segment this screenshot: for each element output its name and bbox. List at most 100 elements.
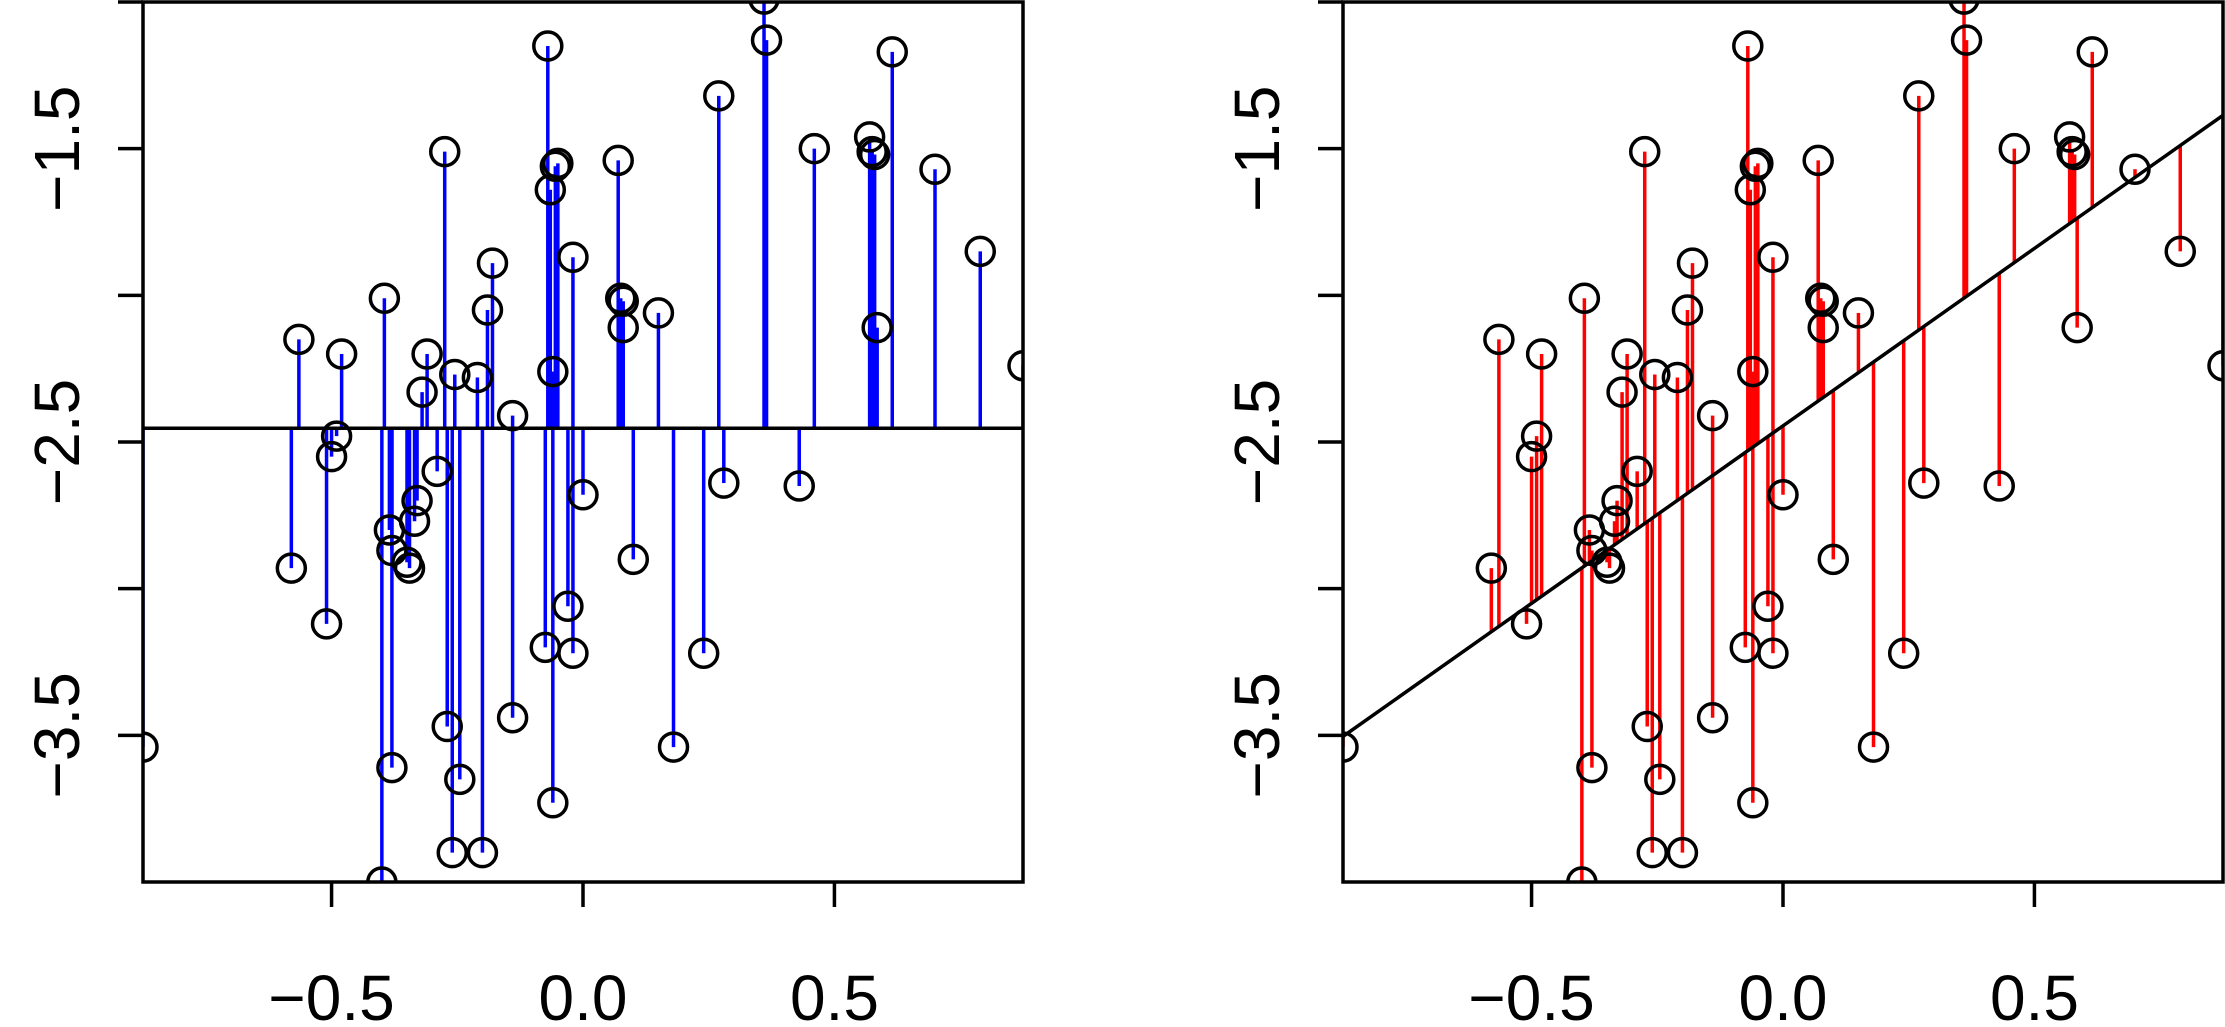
data-point	[1757, 637, 1789, 669]
data-point	[798, 132, 831, 165]
data-point	[1948, 2, 1980, 15]
data-point	[853, 121, 886, 153]
data-point	[2119, 153, 2151, 185]
data-point	[861, 311, 893, 344]
data-point	[428, 135, 461, 168]
data-point	[476, 247, 509, 279]
data-point	[539, 150, 572, 183]
data-point	[1593, 552, 1626, 584]
y-tick-label: −2.5	[1221, 379, 1293, 505]
data-point	[919, 153, 951, 185]
data-point	[1606, 376, 1638, 408]
data-point	[436, 836, 469, 869]
data-point	[657, 731, 690, 763]
data-point	[310, 608, 343, 640]
x-tick-label: 0.5	[1990, 962, 2079, 1027]
data-point	[2058, 138, 2091, 171]
data-point	[1696, 701, 1729, 734]
y-tick-label: −3.5	[21, 672, 93, 798]
data-point	[1998, 132, 2031, 165]
data-point	[1676, 247, 1709, 279]
data-point	[856, 135, 888, 168]
data-point	[1576, 751, 1608, 784]
data-point	[557, 637, 589, 669]
data-point	[642, 297, 675, 329]
data-point	[406, 376, 438, 408]
y-tick-label: −3.5	[1221, 672, 1293, 798]
data-point	[1483, 323, 1515, 356]
x-tick-label: −0.5	[268, 962, 394, 1027]
data-point	[1520, 420, 1553, 452]
data-point	[1007, 349, 1023, 382]
data-point	[471, 294, 504, 326]
data-point	[1802, 144, 1834, 177]
data-point	[876, 36, 909, 68]
data-point	[748, 2, 780, 15]
data-point	[2053, 121, 2086, 153]
data-point	[567, 479, 599, 511]
data-point	[496, 701, 529, 734]
data-point	[1525, 338, 1558, 370]
y-tick-label: −1.5	[1221, 85, 1293, 211]
data-point	[2207, 349, 2223, 382]
data-point	[1671, 294, 1704, 326]
plot-area	[1343, 2, 2223, 882]
data-point	[687, 637, 720, 669]
y-tick-label: −2.5	[21, 379, 93, 505]
data-point	[1566, 866, 1598, 882]
data-point	[552, 590, 584, 623]
data-point	[496, 399, 529, 432]
data-point	[708, 467, 740, 499]
data-point	[1732, 30, 1764, 62]
data-point	[1739, 150, 1772, 183]
data-point	[431, 710, 463, 743]
data-point	[315, 440, 348, 473]
data-point	[1666, 836, 1699, 869]
data-point	[1601, 484, 1633, 517]
data-point	[783, 470, 815, 502]
data-point	[466, 836, 499, 869]
data-point	[1628, 135, 1661, 168]
data-point	[1639, 358, 1671, 391]
data-point	[1611, 338, 1643, 370]
data-point	[1807, 285, 1839, 317]
data-point	[1515, 440, 1548, 473]
data-point	[1696, 399, 1729, 432]
data-point	[1950, 24, 1983, 56]
data-point	[401, 484, 433, 517]
x-tick-label: 0.5	[790, 962, 879, 1027]
data-point	[1908, 467, 1940, 499]
data-point	[602, 144, 634, 177]
data-point	[1737, 787, 1769, 819]
data-point	[750, 24, 783, 56]
data-point	[421, 455, 453, 488]
data-point	[1644, 763, 1676, 796]
data-point	[2061, 311, 2093, 344]
data-point	[366, 866, 398, 882]
data-point	[1598, 505, 1631, 537]
data-point	[283, 323, 315, 356]
data-point	[1636, 836, 1669, 869]
data-point	[411, 338, 443, 370]
data-point	[376, 751, 408, 784]
data-point	[532, 30, 564, 62]
data-point	[557, 241, 589, 273]
data-point	[2076, 36, 2109, 68]
data-point	[461, 361, 494, 394]
data-point	[607, 285, 639, 317]
data-point	[398, 505, 431, 537]
data-point	[1983, 470, 2015, 502]
data-point	[143, 731, 159, 763]
y-tick-label: −1.5	[21, 85, 93, 211]
data-point	[1621, 455, 1653, 488]
x-tick-label: 0.0	[539, 962, 628, 1027]
x-tick-label: 0.0	[1739, 962, 1828, 1027]
data-point	[1842, 297, 1875, 329]
data-point	[2164, 235, 2197, 268]
data-point	[439, 358, 471, 391]
data-point	[1737, 355, 1769, 388]
plot-area	[143, 2, 1023, 882]
data-point	[1631, 710, 1663, 743]
data-point	[1510, 608, 1543, 640]
